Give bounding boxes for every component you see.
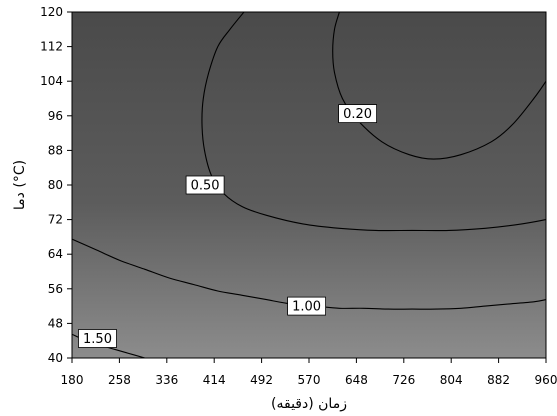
y-axis-title: دما (°C) bbox=[12, 160, 28, 210]
y-tick-label: 72 bbox=[48, 213, 63, 227]
x-tick-label: 804 bbox=[440, 373, 463, 387]
x-axis-title: زمان (دقیقه) bbox=[271, 396, 347, 412]
contour-label-box bbox=[185, 175, 225, 195]
y-tick-label: 56 bbox=[48, 282, 63, 296]
contour-label-box bbox=[78, 329, 117, 348]
y-tick-label: 112 bbox=[40, 40, 63, 54]
y-tick-label: 64 bbox=[48, 247, 63, 261]
y-tick-label: 120 bbox=[40, 5, 63, 19]
x-tick-label: 882 bbox=[487, 373, 510, 387]
x-tick-label: 258 bbox=[108, 373, 131, 387]
x-tick-label: 492 bbox=[250, 373, 273, 387]
x-tick-label: 336 bbox=[155, 373, 178, 387]
y-tick-label: 104 bbox=[40, 74, 63, 88]
y-axis: 40 48 56 64 72 80 88 96 104 112 120 bbox=[40, 5, 72, 365]
y-tick-label: 96 bbox=[48, 109, 63, 123]
contour-line-0-50 bbox=[201, 12, 546, 232]
y-tick-label: 80 bbox=[48, 178, 63, 192]
contour-label: 0.50 bbox=[191, 179, 220, 194]
x-tick-label: 726 bbox=[392, 373, 415, 387]
x-tick-label: 414 bbox=[203, 373, 226, 387]
contour-label: 0.20 bbox=[343, 107, 372, 122]
x-tick-label: 648 bbox=[345, 373, 368, 387]
y-tick-label: 40 bbox=[48, 351, 63, 365]
x-axis: 180 258 336 414 492 570 648 726 804 882 960 bbox=[61, 358, 557, 387]
contour-line-0-20 bbox=[332, 12, 546, 160]
y-tick-label: 88 bbox=[48, 143, 63, 157]
x-tick-label: 180 bbox=[61, 373, 84, 387]
contour-labels: 0.20 0.50 1.00 1.50 bbox=[78, 104, 378, 348]
contour-label-box bbox=[338, 104, 378, 123]
x-tick-label: 960 bbox=[535, 373, 557, 387]
contour-label: 1.50 bbox=[83, 332, 112, 347]
y-tick-label: 48 bbox=[48, 316, 63, 330]
contour-label: 1.00 bbox=[292, 300, 321, 315]
contour-label-box bbox=[287, 296, 327, 316]
x-tick-label: 570 bbox=[298, 373, 321, 387]
